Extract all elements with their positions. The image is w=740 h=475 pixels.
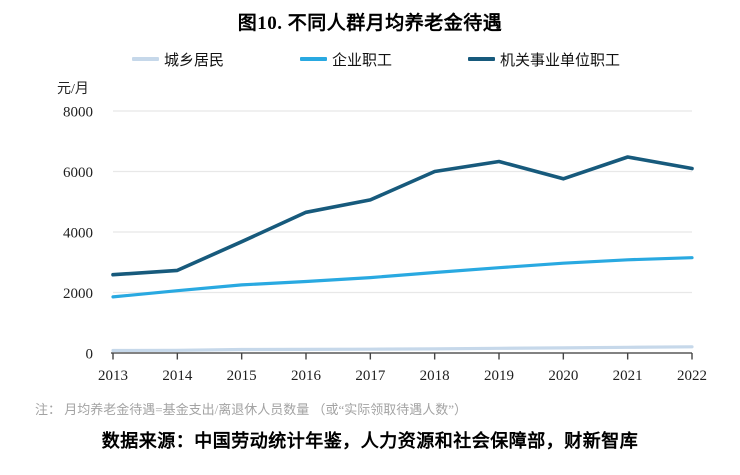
series-line-0 bbox=[111, 345, 694, 353]
x-axis-tick-label: 2017 bbox=[355, 368, 386, 384]
x-axis-tick-label: 2018 bbox=[420, 368, 450, 384]
y-axis-tick-label: 4000 bbox=[63, 226, 93, 242]
chart-title: 图10. 不同人群月均养老金待遇 bbox=[237, 13, 503, 34]
x-axis-tick-label: 2016 bbox=[291, 368, 322, 384]
x-axis-tick-label: 2014 bbox=[162, 368, 193, 384]
legend-line-swatch-public-institution bbox=[468, 57, 495, 61]
legend-label: 机关事业单位职工 bbox=[500, 52, 621, 69]
x-axis-tick-label: 2019 bbox=[484, 368, 514, 384]
x-axis-tick-label: 2015 bbox=[227, 368, 257, 384]
legend-item-urban-rural-residents: 城乡居民 bbox=[132, 50, 225, 69]
y-axis-tick-label: 0 bbox=[86, 347, 94, 363]
legend-item-public-institution-employees: 机关事业单位职工 bbox=[468, 50, 621, 69]
line-chart: 0 2000 4000 6000 8000 2013 2014 2015 2016 2017 201… bbox=[63, 105, 707, 385]
x-axis-tick-label: 2020 bbox=[548, 368, 578, 384]
y-axis-unit-label: 元/月 bbox=[57, 82, 89, 97]
legend-line-swatch-enterprise bbox=[300, 57, 327, 61]
chart-note: 注： 月均养老金待遇=基金支出/离退休人员数量 （或“实际领取待遇人数”） bbox=[35, 402, 467, 417]
series-line-1 bbox=[111, 256, 694, 299]
series-line-2 bbox=[111, 155, 694, 277]
legend-item-enterprise-employees: 企业职工 bbox=[300, 50, 393, 69]
x-axis-tick-label: 2021 bbox=[613, 368, 643, 384]
x-axis-tick-label: 2013 bbox=[98, 368, 128, 384]
x-axis-tick-label: 2022 bbox=[677, 368, 707, 384]
legend-label: 企业职工 bbox=[332, 52, 393, 69]
legend-label: 城乡居民 bbox=[164, 52, 225, 69]
y-axis-tick-label: 6000 bbox=[63, 165, 93, 181]
data-source: 数据来源：中国劳动统计年鉴，人力资源和社会保障部，财新智库 bbox=[101, 431, 639, 451]
y-axis-tick-label: 2000 bbox=[63, 286, 93, 302]
legend-line-swatch-urban-rural bbox=[132, 57, 159, 61]
y-axis-tick-label: 8000 bbox=[63, 105, 93, 121]
